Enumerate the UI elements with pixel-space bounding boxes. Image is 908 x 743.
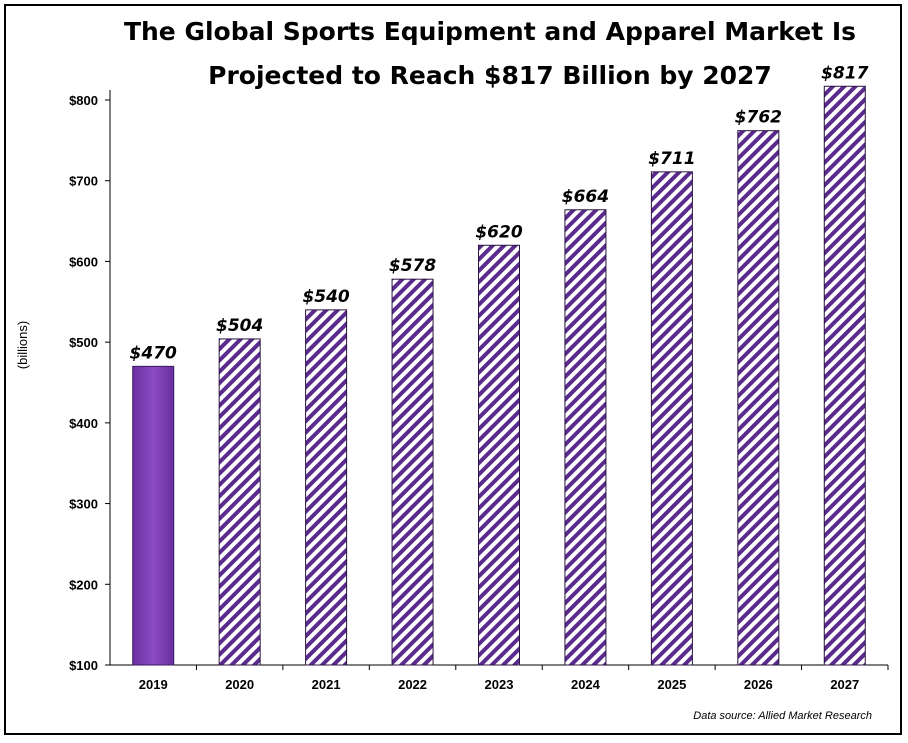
bar-2020: [218, 338, 261, 666]
bar-2024: [564, 209, 607, 666]
y-tick-label: $800: [69, 93, 98, 108]
bar-2026: [737, 130, 780, 666]
y-tick-label: $100: [69, 658, 98, 673]
data-label-2022: $578: [389, 256, 436, 276]
data-label-2019: $470: [130, 343, 177, 363]
y-axis-label: (billions): [15, 321, 30, 369]
y-tick-label: $300: [69, 497, 98, 512]
data-label-2025: $711: [648, 149, 695, 169]
bar-2021: [305, 309, 348, 666]
x-tick-label: 2020: [225, 677, 254, 692]
bar-2027: [823, 85, 866, 666]
chart-title: The Global Sports Equipment and Apparel …: [123, 17, 857, 90]
data-label-2027: $817: [821, 63, 868, 83]
x-tick-label: 2021: [312, 677, 341, 692]
data-label-2024: $664: [562, 187, 609, 207]
bar-2023: [478, 244, 520, 666]
x-tick-label: 2023: [485, 677, 514, 692]
y-tick-label: $400: [69, 416, 98, 431]
data-label-2020: $504: [216, 316, 263, 336]
data-label-2023: $620: [475, 222, 522, 242]
x-tick-label: 2027: [830, 677, 859, 692]
x-tick-label: 2025: [657, 677, 686, 692]
labels: $470 2019 $504 2020 $540 2021 $578 2022 $620 2023…: [130, 63, 869, 692]
x-tick-label: 2026: [744, 677, 773, 692]
x-tick-label: 2022: [398, 677, 427, 692]
bar-2022: [391, 278, 434, 666]
x-tick-label: 2019: [139, 677, 168, 692]
bar-2019: [132, 365, 175, 666]
data-source-note: Data source: Allied Market Research: [693, 710, 872, 722]
bars: [132, 85, 866, 666]
y-tick-label: $500: [69, 335, 98, 350]
y-tick-label: $600: [69, 254, 98, 269]
data-label-2026: $762: [735, 108, 782, 128]
bar-2025: [650, 171, 693, 666]
y-tick-label: $200: [69, 577, 98, 592]
y-tick-label: $700: [69, 174, 98, 189]
x-tick-label: 2024: [571, 677, 601, 692]
data-label-2021: $540: [302, 287, 349, 307]
